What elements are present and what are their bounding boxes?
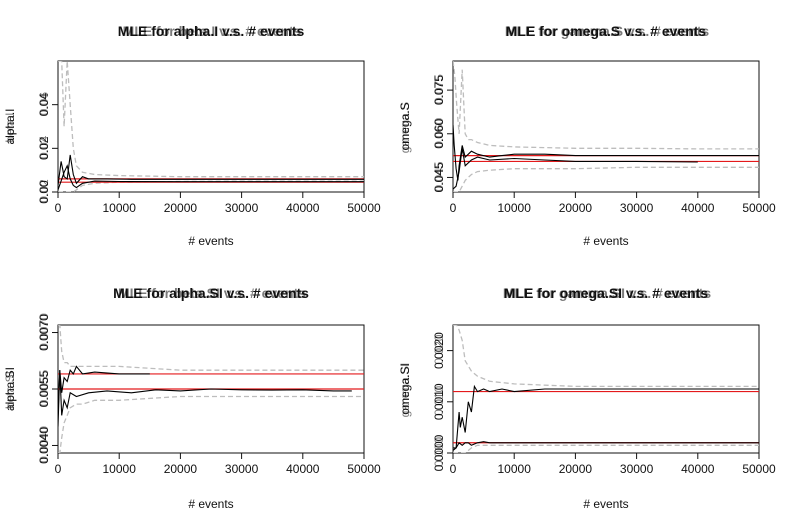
chart-title: MLE for alpha.SI v.s. # events xyxy=(113,285,309,301)
y-axis-label: alpha.SI xyxy=(3,367,17,411)
ci-lower-line xyxy=(453,166,759,192)
y-tick-label: 0.0000 xyxy=(432,434,446,471)
estimate-line xyxy=(58,370,352,427)
x-tick-label: 50000 xyxy=(742,201,776,215)
x-axis-label: # events xyxy=(583,497,628,511)
y-tick-label: 0.02 xyxy=(37,136,51,160)
y-tick-label-overlay: 0.020 xyxy=(432,334,446,364)
y-tick-label: 0.075 xyxy=(432,75,446,105)
plot-data-area xyxy=(453,325,759,453)
y-tick-label-overlay: 0.0040 xyxy=(37,426,51,463)
y-tick-label-overlay: 0.075 xyxy=(432,74,446,104)
y-tick-label: 0.0010 xyxy=(432,383,446,420)
y-tick-label-overlay: 0.06 xyxy=(37,92,51,116)
x-tick-label: 20000 xyxy=(164,462,198,476)
y-tick-label: 0.0055 xyxy=(37,370,51,407)
estimate-line xyxy=(453,148,698,190)
y-axis-label-overlay: gamma.S xyxy=(398,102,412,153)
ci-upper-line xyxy=(58,325,364,371)
x-tick-label: 20000 xyxy=(164,201,198,215)
y-axis-label: omega.S xyxy=(398,102,412,150)
x-tick-label: 30000 xyxy=(225,462,259,476)
plot-frame xyxy=(452,60,760,193)
x-axis-label: # events xyxy=(583,234,628,248)
chart-title-overlay: MLE for gamma.S v.s. # events xyxy=(505,23,710,39)
y-tick-label: 0.0040 xyxy=(37,427,51,464)
estimate-line xyxy=(58,164,364,190)
estimate-line xyxy=(58,365,150,416)
x-tick-label: 0 xyxy=(55,201,62,215)
y-tick-label-overlay: 0.02 xyxy=(37,179,51,203)
x-tick-label: 50000 xyxy=(742,462,776,476)
y-tick-label-overlay: 0.010 xyxy=(432,385,446,415)
x-tick-label: 50000 xyxy=(347,462,381,476)
chart-title: MLE for omega.SI v.s. # events xyxy=(504,285,709,301)
chart-title-overlay: MLE for gamma.SI v.s. # events xyxy=(503,285,711,301)
y-tick-label: 0.00 xyxy=(37,180,51,204)
chart-title: MLE for alpha.I v.s. # events xyxy=(118,23,305,39)
y-tick-label-overlay: 0.0055 xyxy=(37,369,51,406)
x-axis-label: # events xyxy=(188,234,233,248)
y-tick-label-overlay: 0.045 xyxy=(432,161,446,191)
y-tick-label: 0.045 xyxy=(432,162,446,192)
x-tick-label: 20000 xyxy=(559,462,593,476)
estimate-line xyxy=(453,124,759,181)
x-tick-label: 40000 xyxy=(681,462,715,476)
x-tick-label: 0 xyxy=(450,201,457,215)
plot-frame xyxy=(57,60,365,193)
plot-data-area xyxy=(453,61,759,192)
x-tick-label: 10000 xyxy=(103,462,137,476)
plot-data-area xyxy=(58,61,364,192)
y-tick-label-overlay: 0.0070 xyxy=(37,313,51,350)
ci-upper-line xyxy=(453,325,759,388)
ci-lower-line xyxy=(453,444,759,453)
ci-upper-line xyxy=(58,61,364,178)
x-tick-label: 30000 xyxy=(620,462,654,476)
ci-lower-line xyxy=(58,395,364,453)
x-tick-label: 40000 xyxy=(286,201,320,215)
y-axis-label-overlay: gamma.SI xyxy=(398,363,412,418)
x-tick-label: 0 xyxy=(55,462,62,476)
estimate-line xyxy=(453,441,759,451)
y-tick-label-overlay: 0.060 xyxy=(432,117,446,147)
ci-lower-line xyxy=(58,180,364,192)
y-axis-label: alpha.I xyxy=(3,108,17,144)
chart-title-overlay: MLE for beta.SI v.s. # events xyxy=(118,285,306,301)
x-tick-label: 10000 xyxy=(498,462,532,476)
chart-title: MLE for omega.S v.s. # events xyxy=(506,23,707,39)
x-tick-label: 10000 xyxy=(103,201,137,215)
x-axis-label: # events xyxy=(188,497,233,511)
y-tick-label-overlay: 0.000 xyxy=(432,437,446,467)
y-tick-label: 0.0020 xyxy=(432,332,446,369)
y-tick-label-overlay: 0.04 xyxy=(37,135,51,159)
x-tick-label: 50000 xyxy=(347,201,381,215)
chart-title-overlay: MLE for beta.I v.s. # events xyxy=(123,23,302,39)
y-axis-label-overlay: beta.SI xyxy=(3,371,17,409)
plot-data-area xyxy=(58,325,364,453)
y-tick-label: 0.04 xyxy=(37,93,51,117)
x-tick-label: 40000 xyxy=(286,462,320,476)
estimate-line xyxy=(453,384,759,449)
y-tick-label: 0.0070 xyxy=(37,314,51,351)
y-tick-label: 0.060 xyxy=(432,118,446,148)
x-tick-label: 30000 xyxy=(620,201,654,215)
x-tick-label: 30000 xyxy=(225,201,259,215)
y-axis-label-overlay: beta.I xyxy=(3,112,17,142)
ci-upper-line xyxy=(453,61,759,150)
x-tick-label: 0 xyxy=(450,462,457,476)
x-tick-label: 40000 xyxy=(681,201,715,215)
y-axis-label: omega.SI xyxy=(398,363,412,414)
x-tick-label: 20000 xyxy=(559,201,593,215)
x-tick-label: 10000 xyxy=(498,201,532,215)
